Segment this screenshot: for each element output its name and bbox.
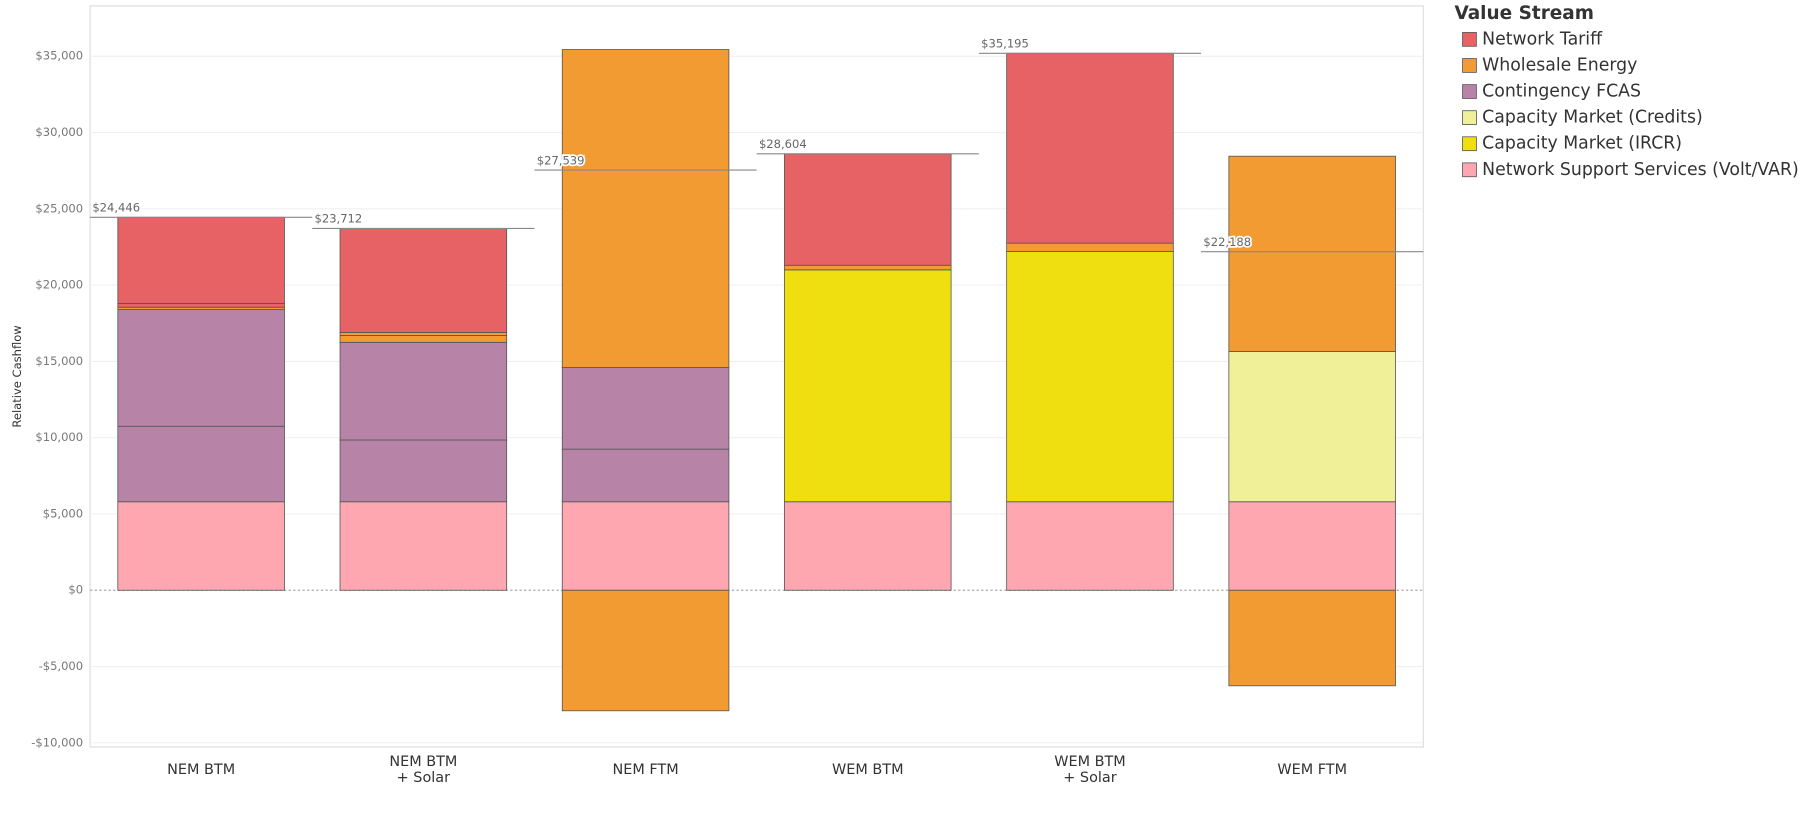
total-label: $28,604 [759,137,807,151]
bar-segment [339,439,508,503]
x-tick-label: + Solar [1063,770,1116,786]
y-tick-label: $35,000 [35,49,83,63]
bar-segment [339,501,508,591]
plot-frame [89,5,1424,748]
y-tick-label: $10,000 [35,430,83,444]
bar-segment [117,303,285,308]
legend-label: Capacity Market (Credits) [1482,108,1703,128]
y-axis-title: Relative Cashflow [10,325,24,427]
x-tick-label: WEM FTM [1277,762,1347,778]
bar-segment [339,341,508,441]
legend-swatch [1462,162,1477,178]
legend-label: Contingency FCAS [1482,82,1641,102]
legend-swatch [1462,32,1477,47]
y-tick-label: $0 [68,583,83,597]
bar-segment [1228,155,1396,352]
bar-segment [339,228,508,333]
legend-title: Value Stream [1454,3,1594,24]
total-label: $22,188 [1203,235,1251,249]
x-tick-label: WEM BTM [832,762,903,778]
legend-label: Network Support Services (Volt/VAR) [1482,160,1799,180]
legend-label: Wholesale Energy [1482,55,1637,75]
y-tick-label: $30,000 [35,125,83,139]
y-tick-label: $25,000 [35,201,83,215]
x-tick-label: + Solar [397,770,450,786]
bar-segment [561,448,730,503]
legend-label: Network Tariff [1482,29,1603,49]
x-tick-label: NEM BTM [167,762,235,778]
x-tick-label: NEM FTM [612,762,678,778]
total-label: $27,539 [537,153,585,167]
bar-segment [339,332,508,336]
total-label: $35,195 [981,37,1029,51]
bar-segment [1006,52,1174,244]
bar-segment [784,264,952,271]
x-tick-label: WEM BTM [1054,754,1125,770]
bar-segment [784,501,952,591]
legend-swatch [1462,58,1477,73]
bar-segment [784,269,952,503]
x-tick-label: NEM BTM [389,754,457,770]
bar-segment [117,216,285,304]
legend-label: Capacity Market (IRCR) [1482,134,1682,154]
bar-segment [784,153,952,266]
bar-segment [1006,501,1174,591]
legend-swatch [1462,84,1477,99]
legend-swatch [1462,110,1477,125]
bar-segment [117,425,285,503]
y-tick-label: $20,000 [35,278,83,292]
total-label: $24,446 [92,201,140,215]
y-tick-label: $15,000 [35,354,83,368]
bar-segment [1228,501,1396,591]
y-tick-label: -$10,000 [31,735,83,749]
total-label: $23,712 [315,212,363,226]
bar-segment [561,367,730,450]
bar-segment [1006,242,1174,252]
bar-segment [561,589,730,712]
y-tick-label: $5,000 [43,506,83,520]
bar-segment [117,309,285,427]
bar-segment [1228,351,1396,503]
bar-segment [1006,251,1174,503]
y-tick-label: -$5,000 [39,659,84,673]
bar-segment [117,501,285,591]
bar-segment [339,335,508,343]
bar-segment [1228,589,1396,687]
legend-swatch [1462,136,1477,152]
bar-segment [561,49,730,368]
bar-segment [561,501,730,591]
